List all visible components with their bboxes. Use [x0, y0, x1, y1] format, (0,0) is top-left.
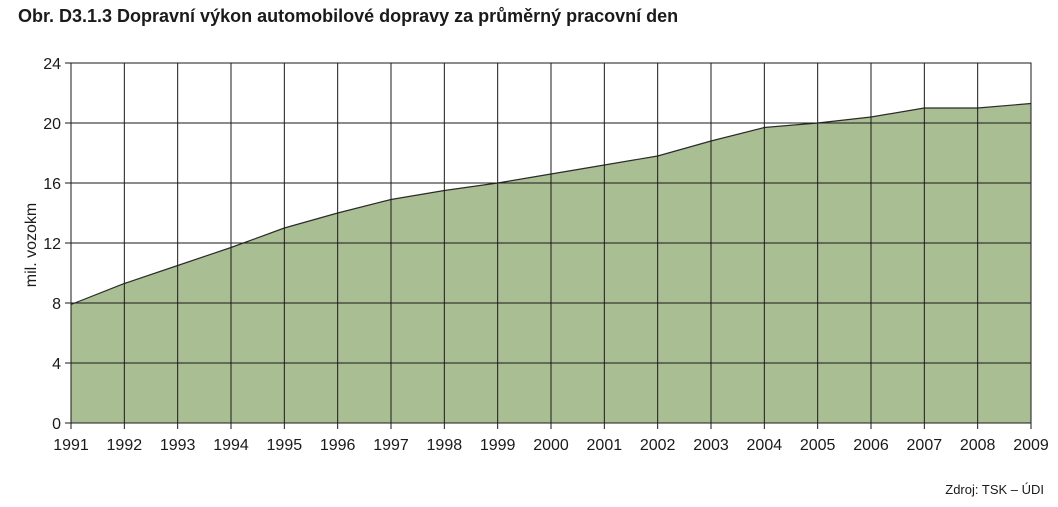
x-tick-label: 2009 [1013, 437, 1049, 454]
x-tick-label: 2005 [800, 437, 836, 454]
y-tick-label: 24 [43, 56, 61, 73]
grid-layer [71, 63, 1031, 423]
x-tick-label: 2004 [747, 437, 783, 454]
x-tick-label: 1991 [53, 437, 89, 454]
chart-title: Obr. D3.1.3 Dopravní výkon automobilové … [18, 6, 679, 26]
y-tick-label: 0 [52, 416, 61, 433]
y-axis-title: mil. vozokm [23, 203, 40, 287]
x-axis-ticks: 1991 1992 1993 1994 1995 1996 1997 1998 1999 2000… [53, 423, 1049, 454]
source-note: Zdroj: TSK – ÚDI [945, 482, 1044, 497]
x-tick-label: 1992 [107, 437, 143, 454]
y-tick-label: 4 [52, 356, 61, 373]
y-tick-label: 16 [43, 176, 61, 193]
x-tick-label: 1996 [320, 437, 356, 454]
x-tick-label: 2002 [640, 437, 676, 454]
y-tick-label: 12 [43, 236, 61, 253]
x-tick-label: 1994 [213, 437, 249, 454]
y-tick-label: 20 [43, 116, 61, 133]
x-tick-label: 2006 [853, 437, 889, 454]
x-tick-label: 2008 [960, 437, 996, 454]
x-tick-label: 1993 [160, 437, 196, 454]
x-tick-label: 2003 [693, 437, 729, 454]
y-axis-ticks: 0 4 8 12 16 20 24 [43, 56, 71, 433]
x-tick-label: 1997 [373, 437, 409, 454]
x-tick-label: 2000 [533, 437, 569, 454]
x-tick-label: 1999 [480, 437, 516, 454]
y-tick-label: 8 [52, 296, 61, 313]
x-tick-label: 1995 [267, 437, 303, 454]
x-tick-label: 2007 [907, 437, 943, 454]
x-tick-label: 1998 [427, 437, 463, 454]
x-tick-label: 2001 [587, 437, 623, 454]
